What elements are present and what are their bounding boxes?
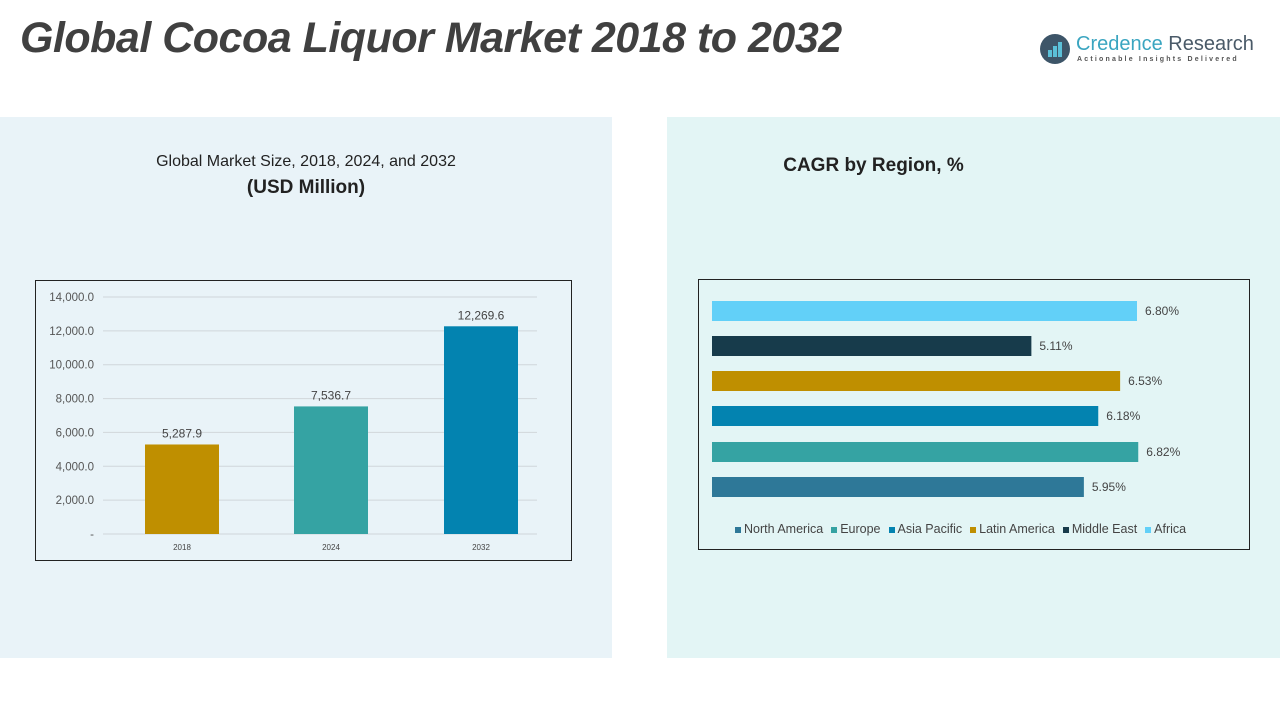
data-label: 6.80%	[1145, 304, 1179, 318]
y-tick-label: 2,000.0	[56, 495, 94, 507]
legend-label: Middle East	[1071, 522, 1138, 536]
data-label: 7,536.7	[311, 388, 351, 402]
market-size-title: Global Market Size, 2018, 2024, and 2032	[156, 153, 456, 170]
y-tick-label: -	[90, 529, 94, 541]
bar-asia-pacific	[712, 406, 1099, 426]
x-tick-label: 2032	[472, 543, 490, 552]
market-size-subtitle: (USD Million)	[246, 177, 366, 198]
legend-item: Europe	[831, 522, 881, 536]
legend-swatch	[970, 526, 977, 533]
data-label: 6.82%	[1146, 445, 1180, 459]
data-label: 5.11%	[1039, 339, 1072, 353]
legend-item: Asia Pacific	[888, 522, 963, 536]
logo-tagline: Actionable Insights Delivered	[1077, 56, 1239, 63]
bar-middle-east	[712, 336, 1032, 356]
y-tick-label: 6,000.0	[56, 427, 94, 439]
bar-europe	[712, 442, 1139, 462]
cagr-title: CAGR by Region, %	[783, 155, 964, 176]
legend-item: Latin America	[970, 522, 1055, 536]
logo-name-a: Credence	[1076, 33, 1163, 55]
bar-north-america	[712, 477, 1084, 497]
legend-swatch	[735, 526, 741, 533]
cagr-legend: North America Europe Asia Pacific Latin Ame…	[735, 522, 1186, 536]
market-size-chart-frame	[35, 280, 572, 561]
bar-2024	[294, 406, 368, 534]
x-tick-label: 2018	[173, 543, 191, 552]
data-label: 6.53%	[1128, 374, 1162, 388]
logo-name-b: Research	[1168, 33, 1254, 55]
data-label: 12,269.6	[458, 308, 505, 322]
legend-label: North America	[744, 522, 824, 536]
cagr-chart-frame	[698, 279, 1250, 550]
legend-label: Africa	[1154, 522, 1187, 536]
legend-item: Africa	[1145, 522, 1186, 536]
legend-label: Europe	[840, 522, 881, 536]
legend-item: North America	[735, 522, 823, 536]
y-tick-label: 14,000.0	[49, 292, 94, 304]
bar-2032	[444, 326, 518, 534]
legend-label: Latin America	[979, 522, 1055, 536]
y-tick-label: 8,000.0	[56, 394, 94, 406]
x-tick-label: 2024	[322, 543, 340, 552]
bar-africa	[712, 301, 1137, 321]
bar-2018	[145, 444, 219, 534]
y-tick-label: 4,000.0	[56, 461, 94, 473]
page-title: Global Cocoa Liquor Market 2018 to 2032	[20, 14, 842, 62]
bar-latin-america	[712, 371, 1121, 391]
legend-swatch	[831, 526, 838, 533]
legend-swatch	[888, 526, 895, 533]
legend-swatch	[1062, 526, 1069, 533]
legend-swatch	[1145, 526, 1152, 533]
y-tick-label: 12,000.0	[49, 326, 94, 338]
data-label: 6.18%	[1106, 409, 1140, 423]
legend-label: Asia Pacific	[897, 522, 963, 536]
legend-item: Middle East	[1062, 522, 1138, 536]
logo-bar-chart-icon	[1040, 34, 1070, 64]
data-label: 5,287.9	[162, 426, 202, 440]
data-label: 5.95%	[1092, 480, 1126, 494]
y-tick-label: 10,000.0	[49, 360, 94, 372]
credence-research-logo: Credence Research Actionable Insights De…	[1040, 32, 1255, 68]
